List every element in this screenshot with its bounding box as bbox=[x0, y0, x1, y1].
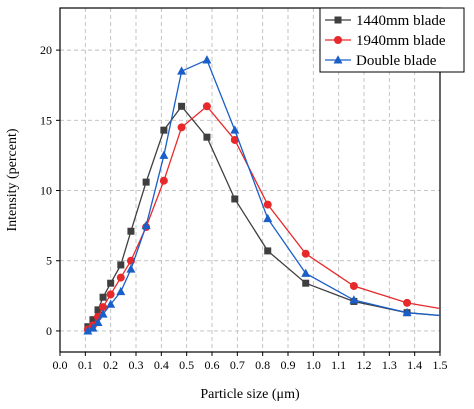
x-tick-label: 1.3 bbox=[382, 358, 397, 372]
series-2 bbox=[83, 102, 441, 334]
circle-marker bbox=[106, 290, 115, 299]
triangle-marker bbox=[116, 286, 126, 296]
triangle-marker bbox=[106, 299, 116, 308]
triangle-marker bbox=[159, 150, 169, 159]
square-marker bbox=[334, 16, 342, 24]
legend-label: Double blade bbox=[356, 53, 437, 69]
triangle-marker bbox=[202, 55, 212, 64]
circle-marker bbox=[116, 273, 125, 282]
square-marker bbox=[99, 293, 107, 301]
triangle-marker bbox=[402, 307, 412, 317]
triangle-marker bbox=[333, 55, 343, 64]
series bbox=[83, 55, 441, 335]
square-marker bbox=[302, 279, 310, 287]
legend-entry: 1440mm blade bbox=[325, 13, 446, 29]
square-marker bbox=[127, 227, 135, 235]
triangle-marker bbox=[177, 66, 187, 75]
circle-marker bbox=[177, 123, 186, 132]
x-tick-label: 0.7 bbox=[230, 358, 245, 372]
x-tick-label: 0.3 bbox=[129, 358, 144, 372]
legend: 1440mm blade 1940mm blade Double blade bbox=[319, 7, 465, 73]
x-tick-label: 1.1 bbox=[331, 358, 346, 372]
x-tick-label: 0.2 bbox=[103, 358, 118, 372]
circle-marker bbox=[99, 303, 108, 312]
square-marker bbox=[142, 178, 150, 186]
y-tick-label: 15 bbox=[40, 113, 52, 127]
square-marker bbox=[178, 102, 186, 110]
y-tick-label: 5 bbox=[46, 254, 52, 268]
x-tick-label: 0.1 bbox=[78, 358, 93, 372]
triangle-marker bbox=[126, 264, 136, 273]
plot-frame bbox=[59, 7, 441, 353]
legend-entry: 1940mm blade bbox=[325, 33, 446, 49]
series-line bbox=[87, 105, 441, 331]
series-line bbox=[87, 59, 441, 332]
x-tick-label: 0.4 bbox=[154, 358, 169, 372]
grid bbox=[60, 8, 440, 352]
circle-marker bbox=[334, 36, 342, 44]
circle-marker bbox=[159, 176, 168, 185]
circle-marker bbox=[349, 282, 358, 291]
circle-marker bbox=[202, 102, 211, 111]
x-tick-label: 1.2 bbox=[357, 358, 372, 372]
x-tick-label: 1.0 bbox=[306, 358, 321, 372]
square-marker bbox=[231, 195, 239, 203]
x-tick-label: 1.4 bbox=[407, 358, 422, 372]
triangle-marker bbox=[98, 309, 108, 318]
x-tick-label: 0.8 bbox=[255, 358, 270, 372]
circle-marker bbox=[301, 249, 310, 258]
square-marker bbox=[264, 247, 272, 255]
triangle-marker bbox=[230, 125, 240, 134]
circle-marker bbox=[403, 298, 412, 307]
legend-label: 1440mm blade bbox=[356, 13, 446, 29]
triangle-marker bbox=[83, 326, 93, 335]
square-marker bbox=[117, 261, 125, 269]
x-tick-labels: 0.0 0.1 0.2 0.3 0.4 0.5 0.6 0.7 0.8 0.9 1.0 1.1 1.2 1… bbox=[53, 358, 448, 372]
square-marker bbox=[107, 279, 115, 287]
y-tick-label: 10 bbox=[40, 184, 52, 198]
y-axis-title: Intensity (percent) bbox=[5, 128, 20, 231]
triangle-marker bbox=[349, 295, 359, 304]
y-tick-labels: 0 5 10 15 20 bbox=[40, 43, 52, 338]
series-3 bbox=[83, 55, 441, 335]
x-tick-label: 0.5 bbox=[179, 358, 194, 372]
square-marker bbox=[94, 306, 102, 314]
triangle-marker bbox=[93, 317, 103, 327]
square-marker bbox=[160, 126, 168, 134]
triangle-marker bbox=[141, 220, 151, 230]
axis-ticks bbox=[56, 49, 441, 356]
series-line bbox=[87, 105, 441, 328]
y-tick-label: 20 bbox=[40, 43, 52, 57]
x-tick-label: 1.5 bbox=[433, 358, 448, 372]
triangle-marker bbox=[263, 213, 273, 223]
square-marker bbox=[203, 133, 211, 141]
x-tick-label: 0.9 bbox=[281, 358, 296, 372]
circle-marker bbox=[230, 135, 239, 144]
legend-label: 1940mm blade bbox=[356, 33, 446, 49]
circle-marker bbox=[263, 200, 272, 209]
square-marker bbox=[89, 316, 97, 324]
x-tick-label: 0.0 bbox=[53, 358, 68, 372]
legend-entry: Double blade bbox=[325, 53, 437, 69]
x-axis-title: Particle size (μm) bbox=[200, 387, 300, 402]
triangle-marker bbox=[301, 268, 311, 277]
x-tick-label: 0.6 bbox=[205, 358, 220, 372]
triangle-marker bbox=[88, 323, 98, 332]
y-tick-label: 0 bbox=[46, 324, 52, 338]
